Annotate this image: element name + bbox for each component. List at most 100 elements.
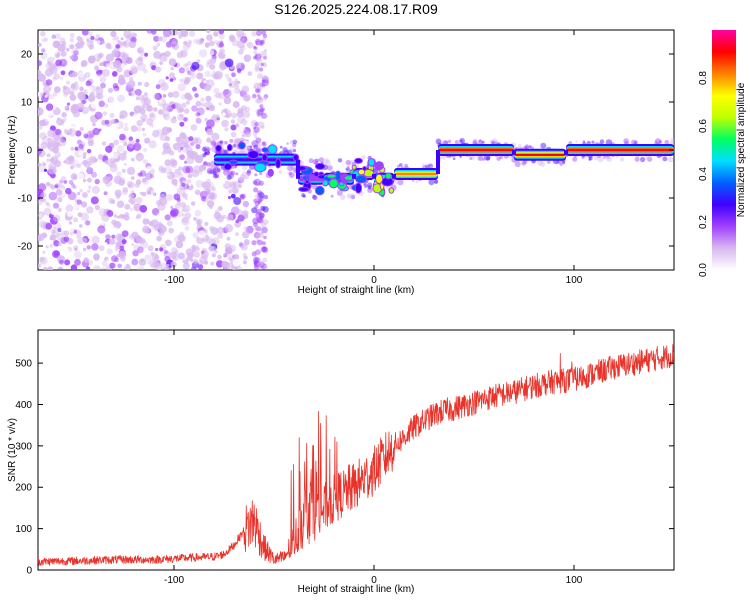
- heatmap-noise-blob: [85, 220, 91, 226]
- heatmap-noise-blob: [91, 171, 97, 178]
- heatmap-noise-blob: [111, 255, 118, 262]
- heatmap-noise-blob: [260, 62, 264, 67]
- heatmap-noise-blob: [443, 140, 448, 145]
- heatmap-noise-blob: [362, 182, 366, 186]
- heatmap-noise-blob: [165, 41, 173, 48]
- heatmap-noise-blob: [198, 49, 208, 58]
- heatmap-noise-blob: [233, 197, 242, 205]
- heatmap-noise-blob: [539, 161, 546, 167]
- heatmap-noise-blob: [153, 92, 160, 100]
- heatmap-noise-blob: [177, 252, 185, 260]
- heatmap-noise-blob: [237, 214, 245, 222]
- heatmap-noise-blob: [57, 207, 62, 213]
- heatmap-noise-blob: [261, 30, 267, 35]
- heatmap-noise-blob: [188, 233, 197, 242]
- heatmap-noise-blob: [256, 147, 262, 153]
- y-tick-label: 20: [21, 50, 33, 61]
- heatmap-noise-blob: [40, 192, 47, 199]
- snr-marks: [38, 344, 674, 567]
- heatmap-noise-blob: [76, 172, 85, 180]
- heatmap-noise-blob: [55, 189, 63, 196]
- heatmap-noise-blob: [43, 168, 48, 172]
- heatmap-noise-blob: [212, 73, 219, 80]
- heatmap-noise-blob: [159, 247, 164, 252]
- heatmap-noise-blob: [63, 105, 68, 110]
- heatmap-noise-blob: [91, 185, 100, 195]
- heatmap-noise-blob: [77, 203, 82, 209]
- heatmap-noise-blob: [173, 235, 182, 244]
- heatmap-noise-blob: [197, 230, 206, 239]
- snr-y-axis-label: SNR (10 * v/v): [7, 418, 18, 482]
- heatmap-noise-blob: [206, 147, 211, 152]
- heatmap-noise-blob: [120, 37, 124, 41]
- heatmap-ridge-blob: [215, 144, 222, 153]
- colorbar-tick-label: 0.4: [698, 167, 709, 181]
- heatmap-ridge-blob: [357, 168, 366, 176]
- heatmap-noise-blob: [240, 118, 248, 126]
- heatmap-noise-blob: [80, 201, 88, 208]
- heatmap-noise-blob: [158, 197, 168, 206]
- heatmap-ridge-blob: [374, 161, 384, 171]
- heatmap-noise-blob: [38, 199, 43, 206]
- heatmap-noise-blob: [236, 140, 240, 144]
- heatmap-noise-blob: [66, 102, 71, 106]
- heatmap-noise-blob: [459, 138, 465, 144]
- heatmap-noise-blob: [172, 77, 177, 81]
- y-tick-label: 0: [26, 566, 32, 577]
- heatmap-noise-blob: [224, 140, 228, 145]
- heatmap-noise-blob: [104, 160, 109, 165]
- heatmap-noise-blob: [179, 231, 184, 237]
- heatmap-noise-blob: [113, 214, 118, 218]
- heatmap-noise-blob: [232, 144, 237, 148]
- heatmap-noise-blob: [212, 173, 217, 177]
- heatmap-noise-blob: [237, 209, 243, 216]
- heatmap-noise-blob: [478, 155, 484, 161]
- heatmap-noise-blob: [144, 81, 150, 88]
- heatmap-noise-blob: [139, 113, 148, 121]
- heatmap-noise-blob: [194, 209, 202, 217]
- colorbar-ticks: 0.0 0.2 0.4 0.6 0.8: [698, 71, 709, 277]
- heatmap-noise-blob: [261, 246, 269, 254]
- heatmap-noise-blob: [185, 146, 193, 154]
- heatmap-noise-blob: [209, 64, 216, 70]
- heatmap-noise-blob: [236, 30, 245, 38]
- snr-series-line: [38, 344, 674, 567]
- y-tick-label: 200: [15, 483, 32, 494]
- heatmap-noise-blob: [105, 53, 114, 62]
- heatmap-noise-blob: [257, 42, 261, 45]
- heatmap-noise-blob: [143, 68, 148, 74]
- heatmap-noise-blob: [177, 136, 182, 141]
- heatmap-noise-blob: [206, 30, 211, 34]
- colorbar-tick-label: 0.6: [698, 119, 709, 133]
- heatmap-noise-blob: [105, 234, 111, 240]
- heatmap-noise-blob: [399, 163, 403, 167]
- heatmap-noise-blob: [53, 214, 61, 222]
- heatmap-noise-blob: [116, 171, 122, 177]
- heatmap-noise-blob: [210, 73, 214, 77]
- heatmap-noise-blob: [71, 183, 76, 188]
- heatmap-noise-blob: [153, 35, 160, 42]
- heatmap-noise-blob: [43, 266, 49, 270]
- heatmap-noise-blob: [185, 229, 191, 235]
- heatmap-noise-blob: [164, 266, 169, 270]
- heatmap-noise-blob: [226, 105, 235, 114]
- heatmap-noise-blob: [194, 245, 200, 250]
- heatmap-noise-blob: [166, 260, 171, 264]
- heatmap-noise-blob: [96, 40, 101, 45]
- snr-x-ticks: -100 0 100: [164, 330, 583, 586]
- y-tick-label: 10: [21, 98, 33, 109]
- heatmap-noise-blob: [244, 95, 251, 101]
- heatmap-noise-blob: [76, 199, 83, 205]
- heatmap-noise-blob: [246, 169, 252, 174]
- heatmap-noise-blob: [141, 104, 147, 109]
- heatmap-noise-blob: [38, 211, 45, 218]
- heatmap-noise-blob: [302, 194, 306, 198]
- heatmap-noise-blob: [254, 122, 259, 127]
- heatmap-noise-blob: [84, 72, 91, 78]
- heatmap-noise-blob: [469, 156, 473, 161]
- heatmap-noise-blob: [152, 45, 158, 51]
- heatmap-noise-blob: [64, 243, 69, 248]
- heatmap-noise-blob: [599, 139, 605, 144]
- heatmap-noise-blob: [524, 145, 529, 150]
- heatmap-noise-blob: [290, 147, 293, 150]
